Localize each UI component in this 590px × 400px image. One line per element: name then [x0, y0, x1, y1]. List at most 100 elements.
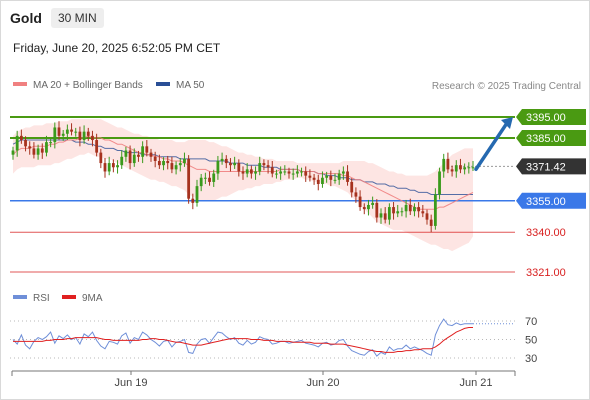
candle	[408, 198, 412, 216]
chart-datetime: Friday, June 20, 2025 6:52:05 PM CET	[13, 41, 221, 55]
level-label-3385.00: 3385.00	[526, 133, 566, 145]
research-credit: Research © 2025 Trading Central	[431, 81, 581, 92]
candle-body	[400, 211, 404, 213]
candle-body	[425, 213, 429, 220]
candle	[111, 159, 115, 173]
candle	[145, 140, 149, 157]
level-label-3355.00: 3355.00	[526, 196, 566, 208]
candle-body	[413, 207, 416, 212]
candle	[387, 203, 391, 225]
candle	[392, 202, 395, 220]
candle	[162, 157, 165, 171]
candle	[178, 158, 182, 172]
candle-body	[350, 181, 354, 193]
candle	[216, 155, 220, 180]
candle-body	[19, 135, 23, 141]
candle	[413, 203, 416, 217]
candle-body	[337, 173, 341, 180]
candle	[237, 159, 241, 177]
candle-body	[454, 165, 458, 172]
rsi-legend-label: RSI	[33, 293, 50, 304]
candle-body	[467, 167, 471, 169]
candle-body	[446, 158, 450, 170]
candle	[187, 155, 191, 204]
chart-header: Gold 30 MIN	[0, 0, 590, 34]
candle	[429, 214, 433, 233]
level-tag-bg-3355.00	[516, 192, 586, 209]
rsi-swatch	[13, 295, 27, 300]
candle	[375, 199, 379, 223]
x-tick-label: Jun 19	[114, 377, 147, 389]
timeframe-badge[interactable]: 30 MIN	[51, 8, 104, 28]
candle	[149, 148, 153, 162]
level-tag-bg-3371.42	[516, 158, 586, 175]
candle	[329, 170, 333, 187]
rsi-tick-50: 50	[525, 335, 537, 347]
candle	[245, 163, 249, 178]
candle	[233, 156, 237, 169]
candle-body	[53, 127, 57, 143]
candle	[128, 145, 132, 170]
candle	[459, 158, 462, 174]
candle	[61, 129, 65, 141]
candle	[454, 160, 458, 178]
candle	[220, 152, 224, 165]
candle-body	[70, 129, 73, 132]
candle-body	[471, 167, 475, 169]
candle-body	[183, 158, 186, 164]
candle	[70, 123, 73, 136]
rsi-legend: RSI	[13, 293, 50, 304]
candle-body	[266, 165, 270, 168]
candle	[316, 174, 320, 191]
candle-body	[153, 156, 157, 161]
candle-body	[99, 152, 103, 164]
candle	[49, 138, 53, 148]
candle-body	[421, 211, 425, 214]
candle	[203, 172, 207, 185]
candle	[78, 126, 82, 147]
candle-body	[429, 219, 433, 226]
candle	[463, 163, 467, 175]
candle-body	[216, 160, 220, 174]
level-label-3395.00: 3395.00	[526, 112, 566, 124]
candle	[15, 130, 19, 157]
candle-body	[195, 186, 199, 203]
candle-body	[199, 177, 203, 187]
candle-body	[316, 179, 320, 185]
rsi-ma-swatch	[62, 295, 76, 300]
candle	[308, 169, 312, 182]
candle	[266, 160, 270, 174]
candle-body	[262, 163, 266, 166]
candle	[262, 159, 266, 171]
candle	[433, 188, 437, 230]
candle	[379, 208, 383, 224]
candle-body	[291, 173, 295, 175]
candle	[442, 153, 446, 178]
candle-body	[174, 165, 178, 170]
candle	[132, 148, 136, 167]
candle	[438, 167, 441, 200]
rsi-ma-legend-label: 9MA	[82, 293, 103, 304]
candle-body	[463, 167, 467, 170]
bollinger-legend-label: MA 20 + Bollinger Bands	[33, 80, 143, 91]
candle-body	[275, 173, 278, 175]
candle-body	[157, 160, 161, 166]
candle-body	[333, 179, 337, 181]
candle-body	[392, 207, 395, 214]
ma50-line	[12, 139, 473, 195]
candle	[53, 122, 57, 149]
candle	[86, 127, 90, 141]
ma50-legend: MA 50	[156, 80, 204, 91]
candle-body	[36, 148, 40, 155]
candle	[45, 135, 48, 157]
candle	[174, 161, 178, 175]
candle	[91, 130, 94, 147]
candle-body	[11, 150, 15, 155]
rsi-ma-legend: 9MA	[62, 293, 103, 304]
candle-body	[170, 163, 174, 170]
rsi-tick-70: 70	[525, 316, 537, 328]
candle-body	[300, 171, 303, 173]
candle-body	[111, 163, 115, 168]
candle	[65, 124, 69, 141]
